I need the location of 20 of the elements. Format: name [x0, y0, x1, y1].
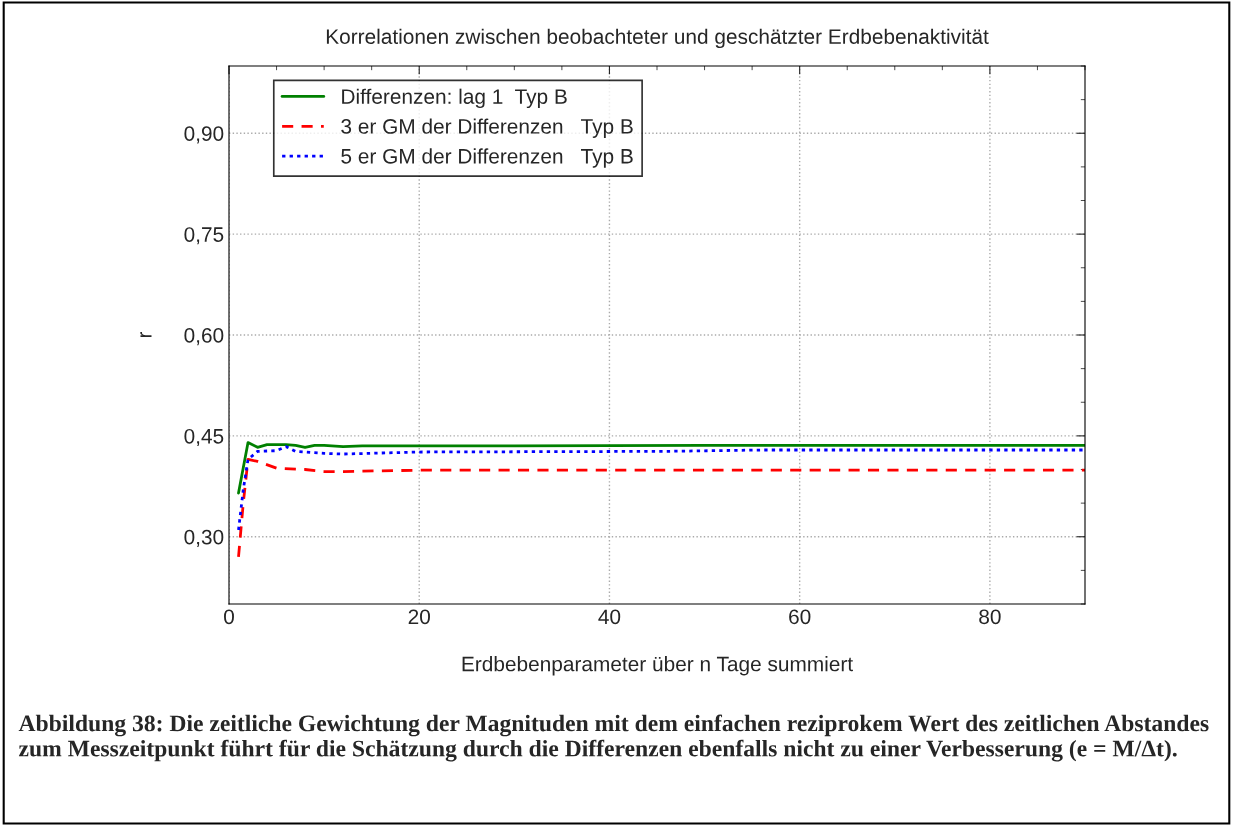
legend-label: Differenzen: lag 1 Typ B [342, 88, 567, 109]
x-tick-label: 0 [224, 609, 234, 625]
y-tick-label: 0,30 [184, 529, 224, 547]
text: Abbildung 38: Die zeitliche Gewichtung der Magnituden mit dem einfachen reziprokem Wert des zeitlichen Abstandes zum Messzeitpunkt führt für die Schätzung durch die Differenzen ebenfalls nicht zu einer Verbesserung (e = M/Δt). [18, 714, 1209, 762]
y-tick-label: 0,60 [184, 328, 224, 346]
line-series [237, 441, 1085, 495]
y-tick-label: 0,45 [184, 428, 224, 447]
legend-label: 5 er GM der Differenzen Typ B [341, 148, 633, 168]
y-axis-title: r [140, 331, 152, 338]
line-series [237, 445, 1085, 532]
x-axis-title: Erdbebenparameter über n Tage summiert [462, 656, 853, 676]
chart-title: Korrelationen zwischen beobachteter und geschätzter Erdbebenaktivität [326, 28, 989, 49]
x-tick-label: 60 [789, 609, 811, 625]
y-tick-label: 0,90 [184, 126, 224, 144]
x-tick-label: 20 [408, 609, 430, 625]
line-series [237, 458, 1085, 559]
y-tick-label: 0,75 [184, 227, 224, 245]
x-tick-label: 80 [979, 609, 1001, 625]
legend-label: 3 er GM der Differenzen Typ B [341, 118, 633, 138]
x-tick-label: 40 [598, 609, 621, 625]
